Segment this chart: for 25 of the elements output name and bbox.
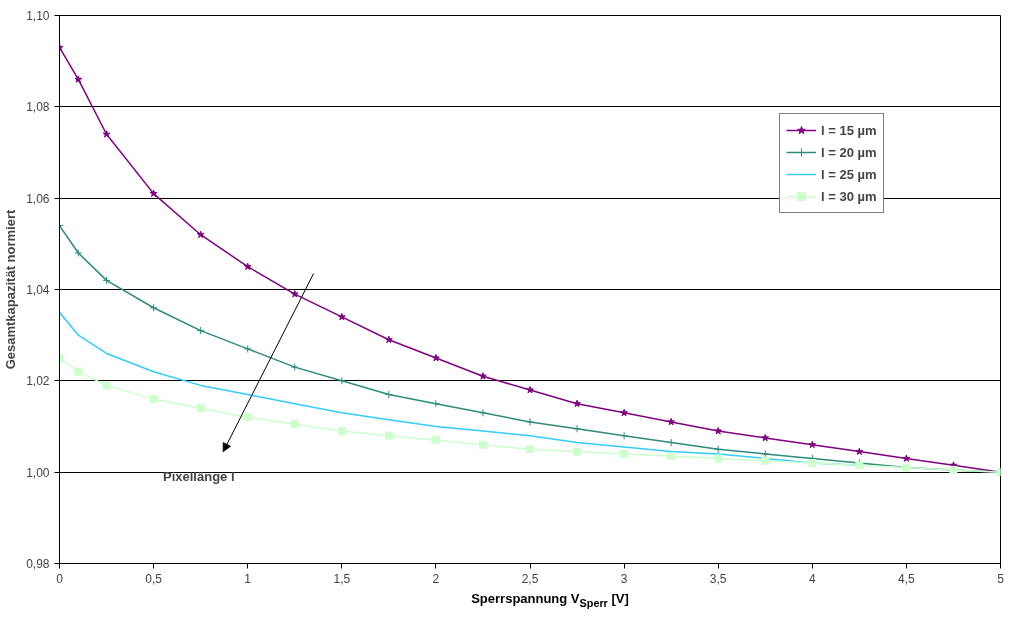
x-tick-label: 1 — [244, 571, 252, 586]
x-tick-label: 2 — [432, 571, 440, 586]
y-axis-title: Gesamtkapazität normiert — [3, 209, 19, 370]
y-tick-label: 1,08 — [26, 100, 50, 115]
x-tick-label: 0,5 — [145, 571, 163, 586]
x-tick-label: 3,5 — [709, 571, 727, 586]
x-tick-label: 4,5 — [898, 571, 916, 586]
x-axis-title: Sperrspannung V$_{Sperr}$ [V] — [471, 590, 629, 611]
legend-label: l = 20 µm — [821, 144, 877, 160]
legend-label: l = 30 µm — [821, 188, 877, 204]
y-tick-label: 1,10 — [26, 9, 50, 23]
x-tick-label: 2,5 — [521, 571, 539, 586]
x-tick-label: 5 — [997, 571, 1005, 586]
y-tick-label: 1,06 — [26, 191, 50, 206]
x-tick-label: 0 — [56, 571, 64, 586]
legend-label: l = 25 µm — [821, 166, 877, 182]
x-tick-label: 3 — [620, 571, 628, 586]
annotation: Pixellänge l — [163, 468, 235, 484]
y-tick-label: 1,04 — [26, 283, 50, 297]
y-tick-label: 1,02 — [26, 374, 50, 389]
legend-label: l = 15 µm — [821, 122, 877, 138]
y-tick-label: 0,98 — [26, 557, 50, 571]
x-tick-label: 4 — [808, 571, 816, 586]
y-tick-label: 1,00 — [26, 465, 50, 480]
x-tick-label: 1,5 — [333, 571, 351, 586]
